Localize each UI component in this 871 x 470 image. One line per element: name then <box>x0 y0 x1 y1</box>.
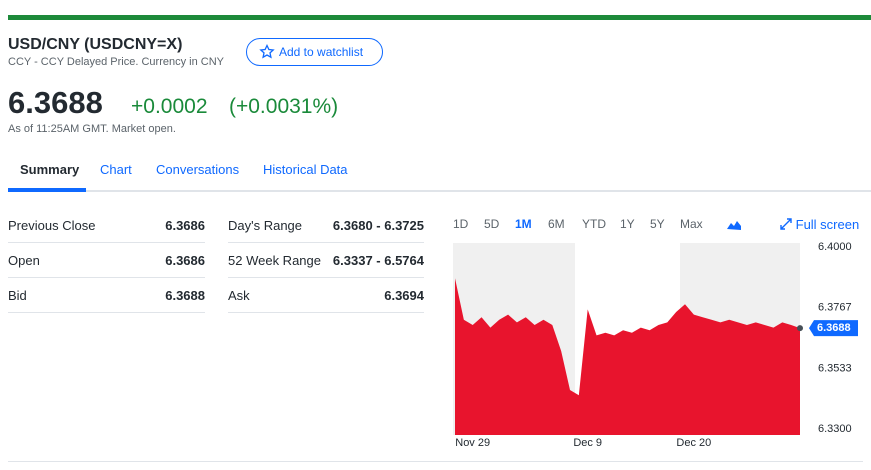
tabs-divider <box>8 190 871 192</box>
last-point <box>797 325 803 332</box>
range-button[interactable]: 1M <box>515 217 532 231</box>
range-button[interactable]: 1D <box>453 217 469 231</box>
x-tick-label: Dec 9 <box>573 437 602 449</box>
tab[interactable]: Conversations <box>156 162 240 177</box>
range-button[interactable]: YTD <box>582 217 606 231</box>
watchlist-label: Add to watchlist <box>279 45 364 59</box>
y-tick-label: 6.3767 <box>818 301 852 313</box>
quote-value: 6.3686 <box>165 253 205 268</box>
change: +0.0002 <box>131 95 208 118</box>
range-button[interactable]: 6M <box>548 217 565 231</box>
active-tab-underline <box>8 188 86 192</box>
quote-value: 6.3686 <box>165 218 205 233</box>
full-screen-label: Full screen <box>795 217 860 232</box>
x-tick-label: Dec 20 <box>676 437 711 449</box>
change-percent: (+0.0031%) <box>229 95 339 118</box>
area <box>455 278 800 435</box>
watchlist-button[interactable]: Add to watchlist <box>246 38 383 66</box>
bottom-divider <box>8 461 863 462</box>
x-tick-label: Nov 29 <box>455 437 490 449</box>
chart-type-icon[interactable] <box>726 217 742 231</box>
top-bar <box>8 15 871 20</box>
quote-value: 6.3680 - 6.3725 <box>332 218 424 233</box>
quote-value: 6.3694 <box>384 288 424 303</box>
title: USD/CNY (USDCNY=X) <box>8 36 183 53</box>
tab[interactable]: Historical Data <box>263 162 348 177</box>
y-tick-label: 6.3533 <box>818 362 852 374</box>
tab[interactable]: Summary <box>20 162 80 177</box>
price-flag <box>809 320 858 337</box>
quote-row: 52 Week Range 6.3337 - 6.5764 <box>228 243 424 278</box>
quote-row: Bid 6.3688 <box>8 278 205 313</box>
quote-value: 6.3688 <box>165 288 205 303</box>
tab[interactable]: Chart <box>100 162 132 177</box>
y-tick-label: 6.3300 <box>818 423 852 435</box>
quote-value: 6.3337 - 6.5764 <box>332 253 424 268</box>
quote-label: Day's Range <box>228 218 303 233</box>
subtitle: CCY - CCY Delayed Price. Currency in CNY <box>8 56 224 68</box>
quote-row: Ask 6.3694 <box>228 278 424 313</box>
range-button[interactable]: 1Y <box>620 217 635 231</box>
price: 6.3688 <box>8 85 103 120</box>
range-button[interactable]: 5D <box>484 217 500 231</box>
y-tick-label: 6.4000 <box>818 241 852 253</box>
quote-label: 52 Week Range <box>228 253 321 268</box>
quote-label: Previous Close <box>8 218 96 233</box>
quote-label: Bid <box>8 288 27 303</box>
quote-row: Day's Range 6.3680 - 6.3725 <box>228 208 424 243</box>
full-screen[interactable]: Full screen <box>780 217 859 232</box>
quote-row: Open 6.3686 <box>8 243 205 278</box>
quote-row: Previous Close 6.3686 <box>8 208 205 243</box>
expand-icon <box>780 218 792 230</box>
range-button[interactable]: Max <box>680 217 703 231</box>
star-icon <box>259 44 275 59</box>
quote-label: Ask <box>228 288 250 303</box>
time: As of 11:25AM GMT. Market open. <box>8 123 176 135</box>
range-button[interactable]: 5Y <box>650 217 665 231</box>
price-flag-label: 6.3688 <box>817 322 851 334</box>
quote-label: Open <box>8 253 40 268</box>
